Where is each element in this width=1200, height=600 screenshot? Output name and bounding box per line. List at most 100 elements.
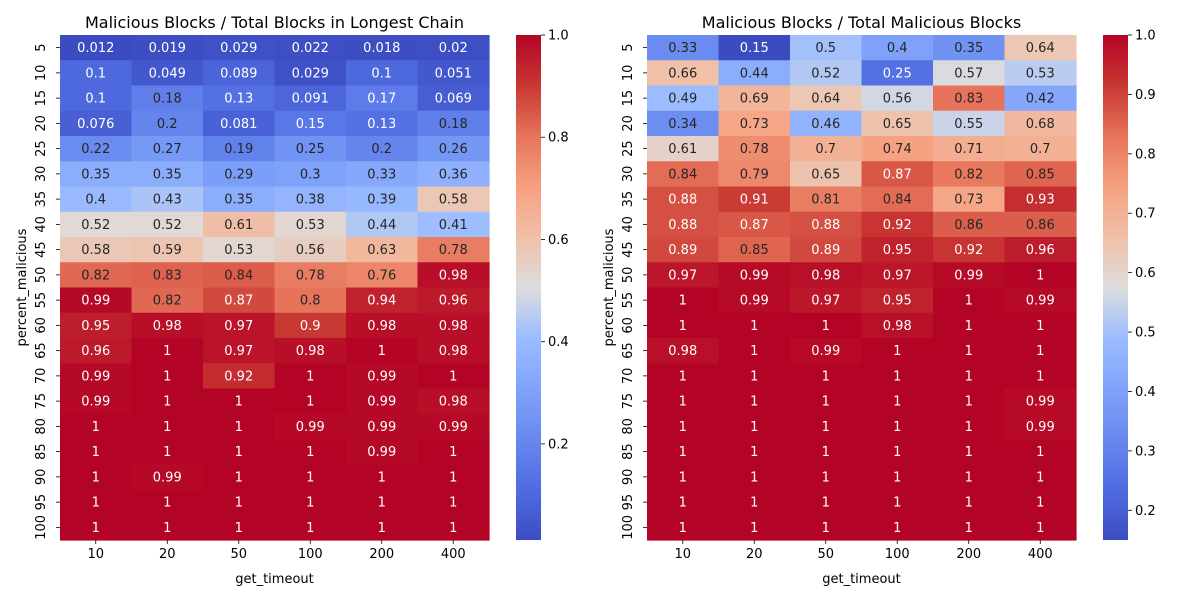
heatmap-cell	[274, 439, 347, 465]
cell-value-label: 0.83	[153, 268, 182, 283]
cell-value-label: 0.95	[81, 319, 110, 334]
cell-value-label: 0.99	[439, 420, 468, 435]
heatmap-cell	[861, 464, 934, 491]
cell-value-label: 1	[235, 496, 243, 511]
cell-value-label: 0.73	[740, 117, 769, 132]
colorbar-tick-label: 0.9	[1135, 88, 1156, 103]
x-tick-label: 400	[1028, 547, 1053, 562]
cell-value-label: 1	[750, 344, 758, 359]
y-tick-label: 60	[621, 317, 636, 334]
heatmap-cell	[60, 413, 133, 440]
cell-value-label: 0.83	[954, 92, 983, 107]
colorbar	[1103, 35, 1128, 540]
cell-value-label: 1	[306, 369, 314, 384]
cell-value-label: 1	[306, 470, 314, 485]
cell-value-label: 0.39	[367, 193, 396, 208]
cell-value-label: 0.78	[740, 142, 769, 157]
cell-value-label: 0.78	[296, 268, 325, 283]
cell-value-label: 1	[750, 496, 758, 511]
cell-value-label: 1	[679, 369, 687, 384]
heatmap-cell	[346, 312, 419, 339]
heatmap-cell	[647, 60, 720, 87]
heatmap-cell	[1004, 60, 1077, 87]
y-tick-label: 85	[621, 443, 636, 460]
heatmap-cell	[60, 262, 133, 289]
cell-value-label: 0.52	[153, 218, 182, 233]
cell-value-label: 0.52	[811, 66, 840, 81]
cell-value-label: 0.98	[439, 395, 468, 410]
heatmap-cell	[933, 60, 1006, 87]
cell-value-label: 1	[1036, 369, 1044, 384]
heatmap-cell	[718, 35, 791, 61]
cell-value-label: 1	[893, 420, 901, 435]
cell-value-label: 1	[893, 395, 901, 410]
heatmap-cell	[790, 60, 863, 87]
cell-value-label: 0.44	[740, 66, 769, 81]
x-tick-label: 10	[87, 547, 104, 562]
heatmap-cell	[790, 262, 863, 289]
heatmap-cell	[1004, 35, 1077, 61]
heatmap-cell	[60, 287, 133, 314]
cell-value-label: 1	[679, 420, 687, 435]
cell-value-label: 0.53	[1026, 66, 1055, 81]
y-tick-label: 35	[34, 191, 49, 208]
cell-value-label: 1	[235, 445, 243, 460]
heatmap-cell	[417, 85, 490, 112]
heatmap-cell	[131, 413, 204, 440]
heatmap-cell	[790, 35, 863, 61]
y-tick-label: 80	[621, 418, 636, 435]
cell-value-label: 0.7	[815, 142, 836, 157]
heatmap-cell	[417, 312, 490, 339]
cell-value-label: 1	[235, 470, 243, 485]
heatmap-cell	[790, 85, 863, 112]
heatmap-cell	[718, 237, 791, 263]
cell-value-label: 1	[378, 470, 386, 485]
cell-value-label: 0.98	[883, 319, 912, 334]
y-tick-label: 10	[621, 65, 636, 82]
heatmap-cell	[274, 237, 347, 263]
cell-value-label: 0.56	[883, 92, 912, 107]
x-tick-label: 200	[956, 547, 981, 562]
heatmap-cell	[1004, 211, 1077, 238]
cell-value-label: 0.98	[439, 268, 468, 283]
cell-value-label: 1	[822, 395, 830, 410]
cell-value-label: 1	[1036, 445, 1044, 460]
heatmap-cell	[131, 161, 204, 188]
cell-value-label: 0.018	[363, 41, 400, 56]
cell-value-label: 0.71	[954, 142, 983, 157]
heatmap-cell	[417, 211, 490, 238]
heatmap-cell	[933, 514, 1006, 541]
heatmap-cell	[60, 136, 133, 162]
cell-value-label: 1	[449, 445, 457, 460]
heatmap-cell	[647, 413, 720, 440]
x-tick-label: 50	[817, 547, 834, 562]
y-tick-label: 55	[34, 292, 49, 309]
cell-value-label: 1	[965, 369, 973, 384]
heatmap-cell	[1004, 388, 1077, 415]
heatmap-cell	[203, 287, 276, 314]
y-tick-label: 100	[34, 515, 49, 540]
cell-value-label: 0.66	[668, 66, 697, 81]
cell-value-label: 0.8	[300, 294, 321, 309]
cell-value-label: 0.29	[224, 167, 253, 182]
y-tick-label: 100	[621, 515, 636, 540]
heatmap-cell	[647, 287, 720, 314]
heatmap-cell	[933, 262, 1006, 289]
cell-value-label: 0.02	[439, 41, 468, 56]
heatmap-cell	[131, 186, 204, 213]
cell-value-label: 0.35	[224, 193, 253, 208]
cell-value-label: 1	[893, 521, 901, 536]
cell-value-label: 1	[965, 445, 973, 460]
heatmap-cell	[346, 489, 419, 516]
cell-value-label: 0.7	[1030, 142, 1051, 157]
cell-value-label: 1	[750, 319, 758, 334]
colorbar-tick-label: 0.8	[548, 131, 569, 146]
colorbar	[516, 35, 541, 540]
colorbar-tick-label: 0.6	[1135, 266, 1156, 281]
cell-value-label: 1	[822, 319, 830, 334]
colorbar-tick-label: 0.6	[548, 233, 569, 248]
colorbar-tick-label: 0.4	[548, 335, 569, 350]
cell-value-label: 1	[679, 395, 687, 410]
cell-value-label: 0.051	[435, 66, 472, 81]
heatmap-cell	[60, 110, 133, 137]
